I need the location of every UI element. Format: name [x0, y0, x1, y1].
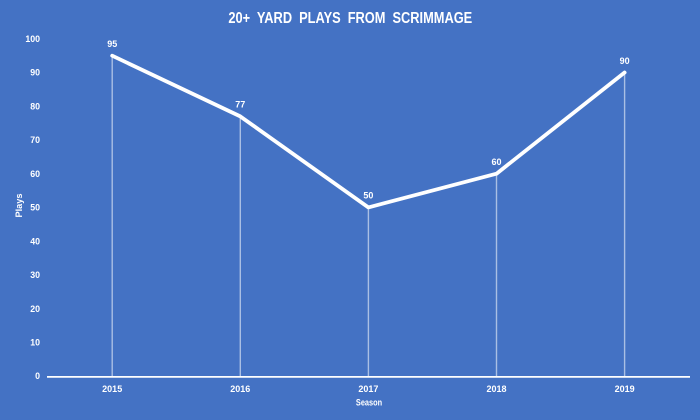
- svg-text:80: 80: [30, 101, 40, 111]
- svg-text:50: 50: [363, 191, 373, 201]
- svg-text:10: 10: [30, 338, 40, 348]
- svg-text:0: 0: [35, 371, 40, 381]
- svg-text:90: 90: [620, 56, 630, 66]
- svg-text:30: 30: [30, 270, 40, 280]
- svg-text:20+ YARD PLAYS FROM SCRIMMAGE: 20+ YARD PLAYS FROM SCRIMMAGE: [228, 10, 472, 28]
- svg-text:2016: 2016: [230, 384, 250, 394]
- svg-text:20: 20: [30, 304, 40, 314]
- svg-text:95: 95: [107, 39, 117, 49]
- svg-text:60: 60: [30, 169, 40, 179]
- svg-text:50: 50: [30, 203, 40, 213]
- svg-text:2017: 2017: [358, 384, 378, 394]
- svg-text:70: 70: [30, 135, 40, 145]
- svg-text:Season: Season: [356, 397, 382, 408]
- svg-text:77: 77: [235, 100, 245, 110]
- svg-text:90: 90: [30, 68, 40, 78]
- svg-text:2015: 2015: [102, 384, 122, 394]
- svg-text:40: 40: [30, 236, 40, 246]
- svg-text:60: 60: [491, 157, 501, 167]
- svg-text:Plays: Plays: [14, 193, 24, 217]
- svg-text:100: 100: [25, 34, 40, 44]
- svg-text:2019: 2019: [615, 384, 635, 394]
- svg-text:2018: 2018: [486, 384, 506, 394]
